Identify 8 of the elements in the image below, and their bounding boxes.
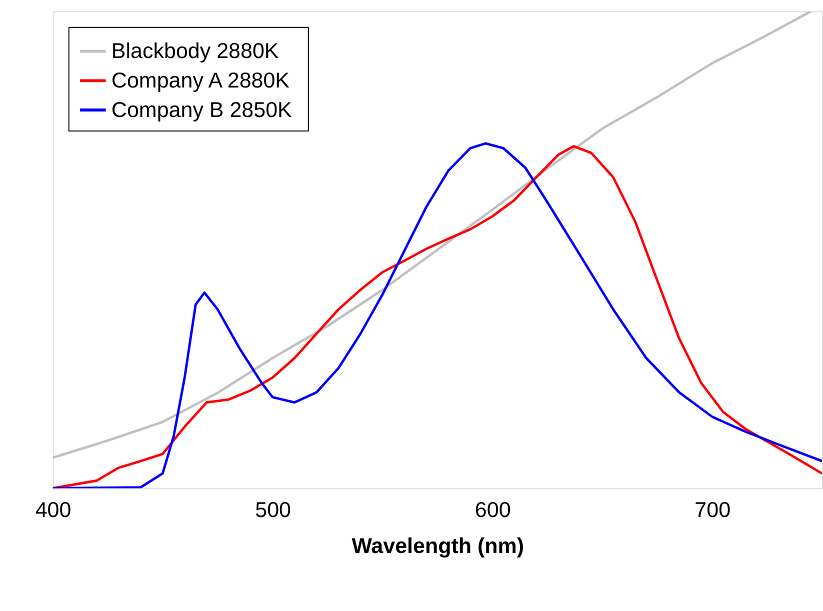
legend-label: Company B 2850K	[111, 98, 293, 122]
x-tick-label: 500	[255, 498, 292, 522]
x-tick-label: 700	[694, 498, 731, 522]
x-tick-label: 400	[35, 498, 72, 522]
legend-label: Blackbody 2880K	[111, 39, 280, 64]
x-axis-title: Wavelength (nm)	[352, 534, 524, 558]
legend-label: Company A 2880K	[111, 68, 290, 92]
x-tick-label: 600	[474, 498, 511, 522]
